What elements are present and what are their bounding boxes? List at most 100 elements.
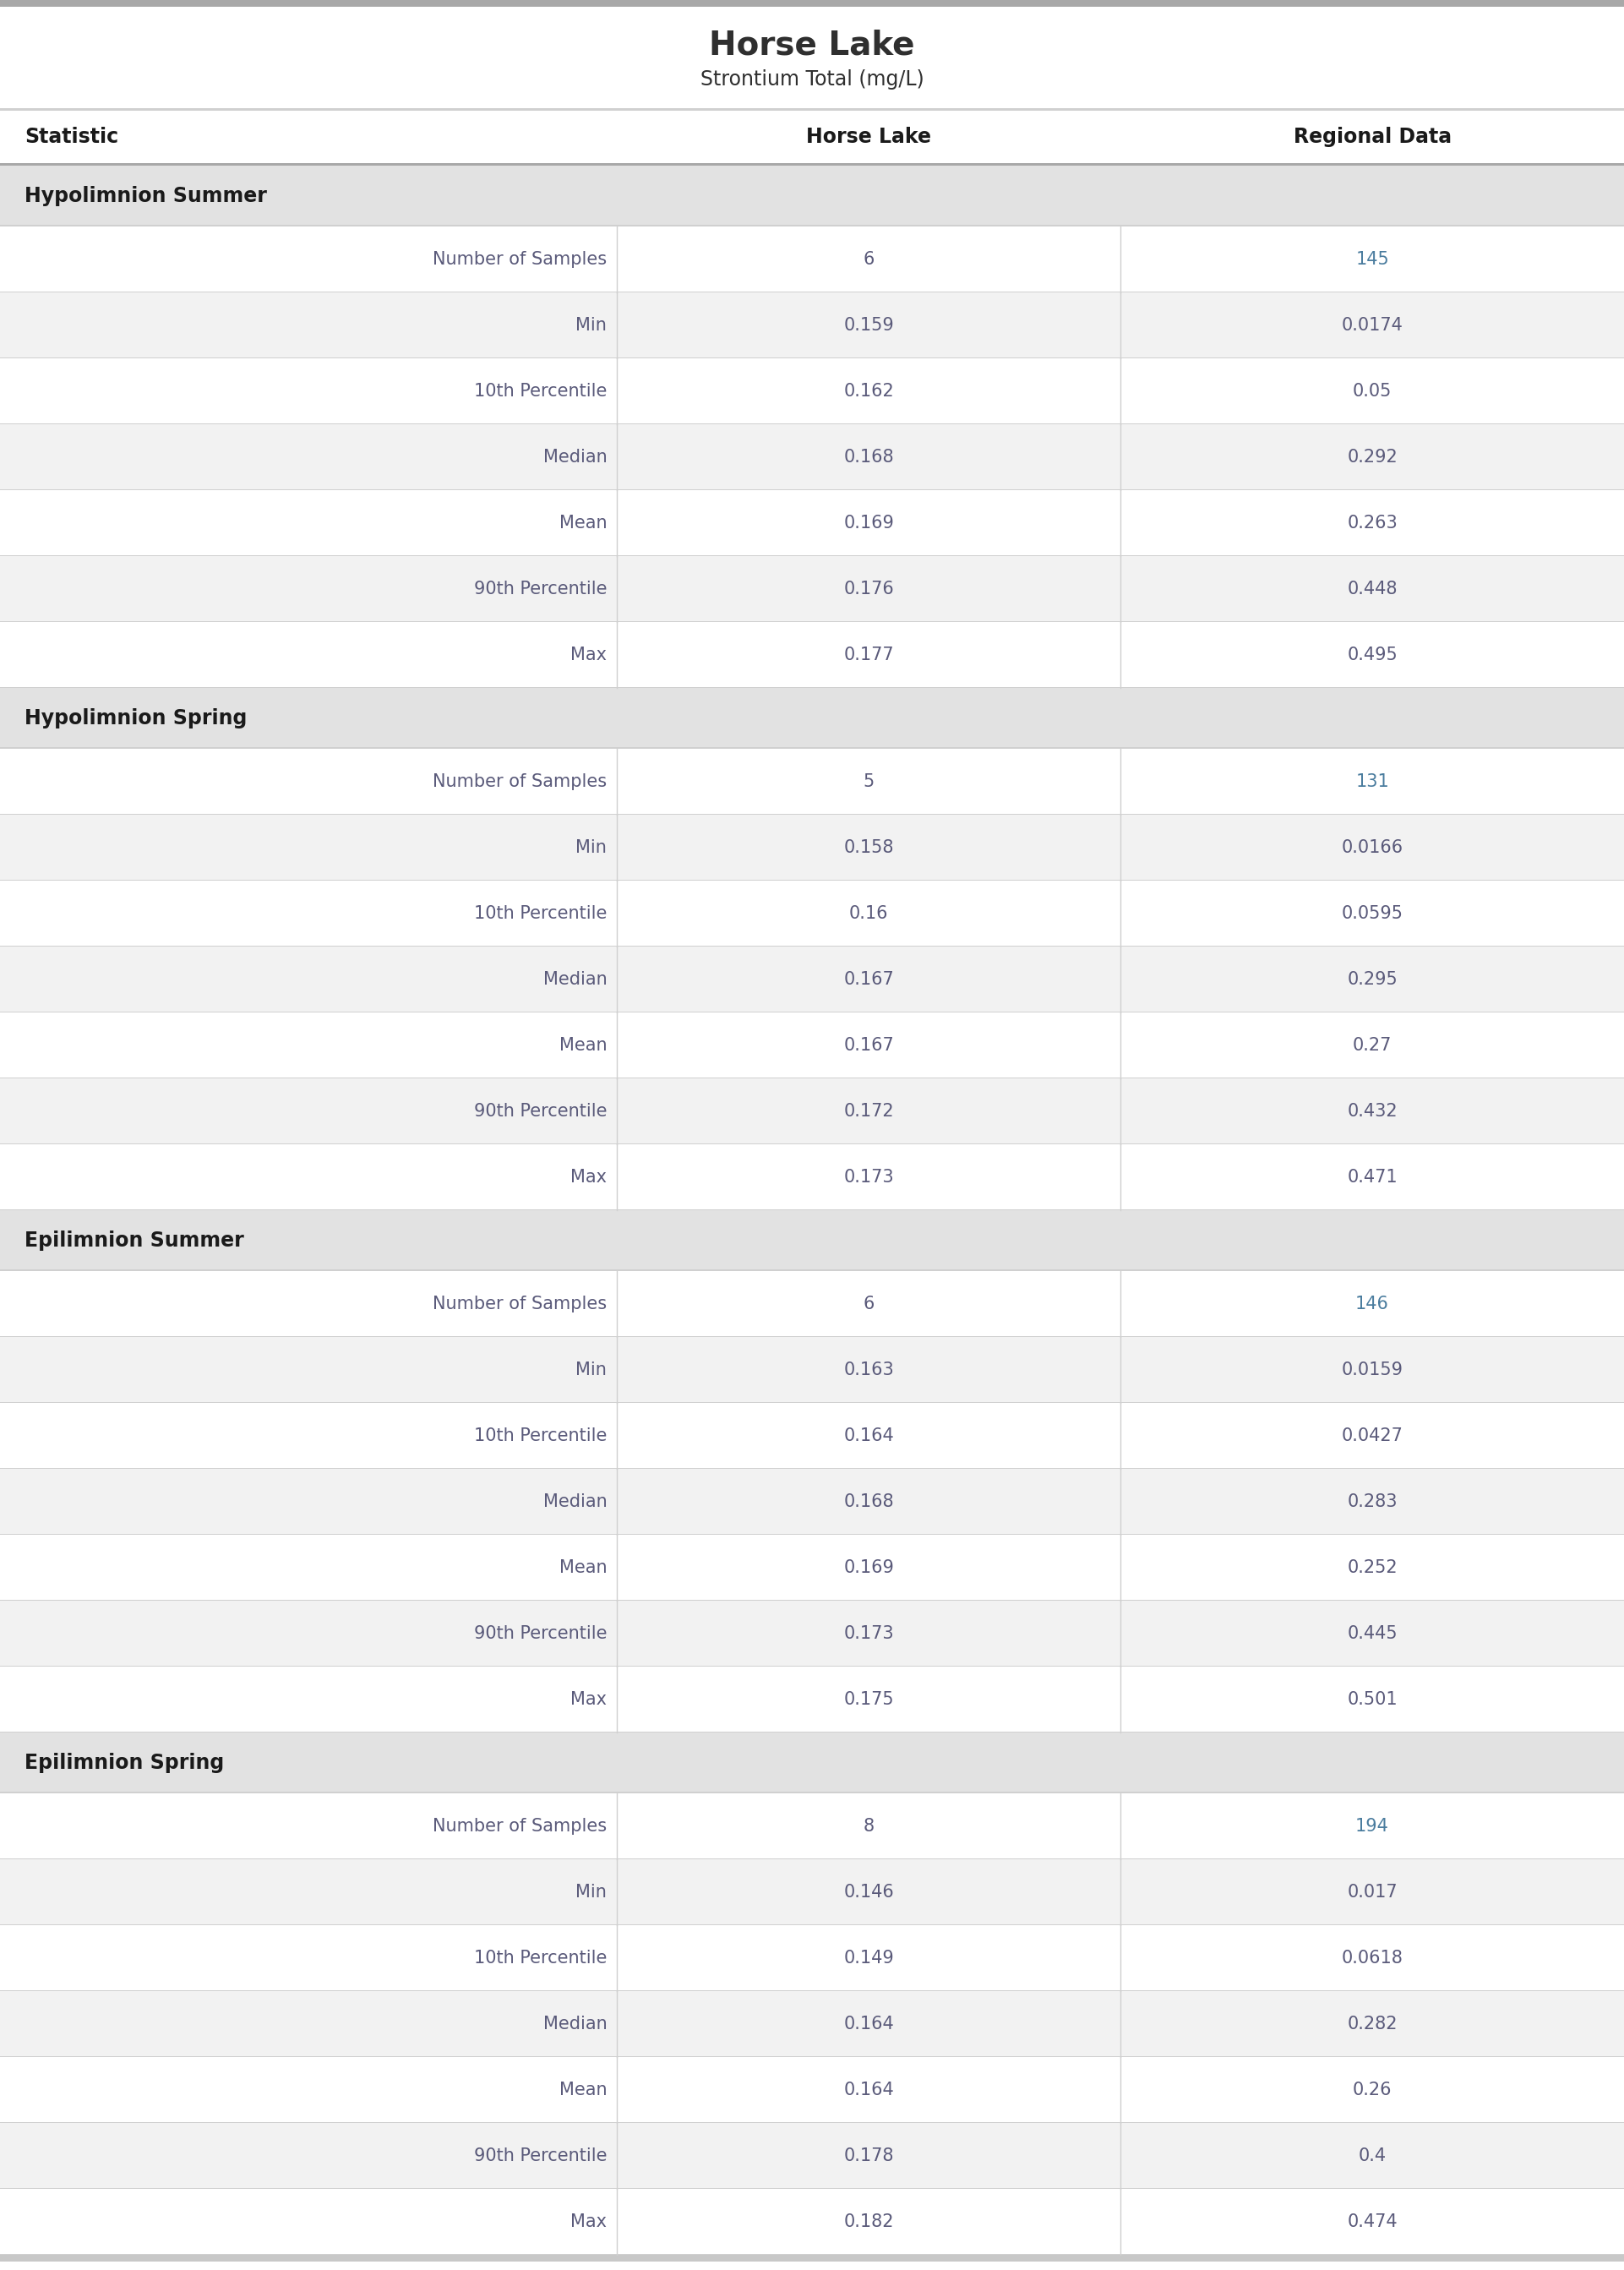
Text: 145: 145 (1356, 252, 1389, 268)
Bar (0, 7, 1624, 109)
Bar (0, 556, 1624, 622)
Bar (0, 688, 1624, 749)
Text: 0.252: 0.252 (1346, 1559, 1398, 1575)
Text: 0.159: 0.159 (843, 318, 895, 334)
Text: 0.168: 0.168 (843, 1494, 895, 1510)
Text: 0.163: 0.163 (843, 1362, 895, 1378)
Text: Max: Max (570, 1691, 607, 1707)
Text: 0.172: 0.172 (843, 1103, 895, 1119)
Text: Mean: Mean (559, 1037, 607, 1053)
Text: Max: Max (570, 647, 607, 663)
Bar (0, 881, 1624, 947)
Text: 0.471: 0.471 (1346, 1169, 1398, 1185)
Bar (0, 1991, 1624, 2057)
Text: 0.164: 0.164 (843, 2082, 895, 2097)
Text: 0.292: 0.292 (1346, 449, 1398, 465)
Text: 0.162: 0.162 (843, 384, 895, 400)
Bar (0, 1535, 1624, 1600)
Bar (0, 111, 1624, 163)
Text: 131: 131 (1356, 774, 1389, 790)
Text: 0.0174: 0.0174 (1341, 318, 1403, 334)
Text: 90th Percentile: 90th Percentile (474, 2147, 607, 2163)
Text: Max: Max (570, 1169, 607, 1185)
Text: 0.164: 0.164 (843, 1428, 895, 1444)
Bar (0, 1793, 1624, 1859)
Text: Epilimnion Spring: Epilimnion Spring (24, 1752, 224, 1773)
Text: Regional Data: Regional Data (1293, 127, 1452, 148)
Text: 194: 194 (1356, 1818, 1389, 1834)
Text: 0.448: 0.448 (1348, 581, 1397, 597)
Text: Number of Samples: Number of Samples (434, 774, 607, 790)
Text: Median: Median (542, 972, 607, 987)
Text: 0.178: 0.178 (844, 2147, 893, 2163)
Text: Min: Min (577, 1362, 607, 1378)
Text: 10th Percentile: 10th Percentile (474, 1950, 607, 1966)
Text: Number of Samples: Number of Samples (434, 252, 607, 268)
Text: 0.295: 0.295 (1346, 972, 1398, 987)
Bar (0, 424, 1624, 490)
Text: 0.176: 0.176 (843, 581, 895, 597)
Text: 0.175: 0.175 (843, 1691, 895, 1707)
Text: 10th Percentile: 10th Percentile (474, 1428, 607, 1444)
Bar (0, 749, 1624, 815)
Bar (0, 1144, 1624, 1210)
Bar (0, 227, 1624, 293)
Bar (0, 2122, 1624, 2188)
Bar (0, 1859, 1624, 1925)
Bar (0, 166, 1624, 227)
Text: 0.283: 0.283 (1348, 1494, 1397, 1510)
Text: Horse Lake: Horse Lake (710, 30, 914, 61)
Text: Hypolimnion Summer: Hypolimnion Summer (24, 186, 266, 207)
Text: 6: 6 (864, 1296, 874, 1312)
Bar (0, 1012, 1624, 1078)
Text: 0.263: 0.263 (1346, 515, 1398, 531)
Bar (0, 0, 1624, 7)
Text: 0.26: 0.26 (1353, 2082, 1392, 2097)
Text: 6: 6 (864, 252, 874, 268)
Text: 0.0166: 0.0166 (1341, 840, 1403, 856)
Bar (0, 1210, 1624, 1271)
Text: 0.169: 0.169 (843, 1559, 895, 1575)
Bar (0, 622, 1624, 688)
Text: 0.167: 0.167 (843, 1037, 895, 1053)
Text: 0.177: 0.177 (843, 647, 895, 663)
Text: 0.169: 0.169 (843, 515, 895, 531)
Text: 90th Percentile: 90th Percentile (474, 1103, 607, 1119)
Text: Horse Lake: Horse Lake (806, 127, 932, 148)
Bar (0, 1732, 1624, 1793)
Text: 0.017: 0.017 (1346, 1884, 1398, 1900)
Text: 0.173: 0.173 (843, 1625, 895, 1641)
Text: 8: 8 (864, 1818, 874, 1834)
Bar (0, 947, 1624, 1012)
Text: Max: Max (570, 2213, 607, 2231)
Text: 0.173: 0.173 (843, 1169, 895, 1185)
Text: 0.432: 0.432 (1346, 1103, 1398, 1119)
Bar (0, 1469, 1624, 1535)
Text: 0.27: 0.27 (1353, 1037, 1392, 1053)
Bar (0, 109, 1624, 111)
Text: Median: Median (542, 2016, 607, 2032)
Text: Number of Samples: Number of Samples (434, 1818, 607, 1834)
Text: 0.445: 0.445 (1346, 1625, 1398, 1641)
Text: 0.16: 0.16 (849, 906, 888, 922)
Text: Min: Min (577, 318, 607, 334)
Bar (0, 359, 1624, 424)
Text: 0.0595: 0.0595 (1341, 906, 1403, 922)
Bar (0, 2057, 1624, 2122)
Bar (0, 293, 1624, 359)
Text: 5: 5 (864, 774, 874, 790)
Text: 0.501: 0.501 (1346, 1691, 1398, 1707)
Bar (0, 490, 1624, 556)
Text: 0.0427: 0.0427 (1341, 1428, 1403, 1444)
Text: Min: Min (577, 1884, 607, 1900)
Text: 90th Percentile: 90th Percentile (474, 1625, 607, 1641)
Text: Median: Median (542, 1494, 607, 1510)
Text: 0.05: 0.05 (1353, 384, 1392, 400)
Text: 146: 146 (1356, 1296, 1389, 1312)
Bar (0, 1600, 1624, 1666)
Text: 0.474: 0.474 (1346, 2213, 1398, 2231)
Text: Mean: Mean (559, 515, 607, 531)
Bar (0, 1271, 1624, 1337)
Text: 0.182: 0.182 (844, 2213, 893, 2231)
Text: Mean: Mean (559, 1559, 607, 1575)
